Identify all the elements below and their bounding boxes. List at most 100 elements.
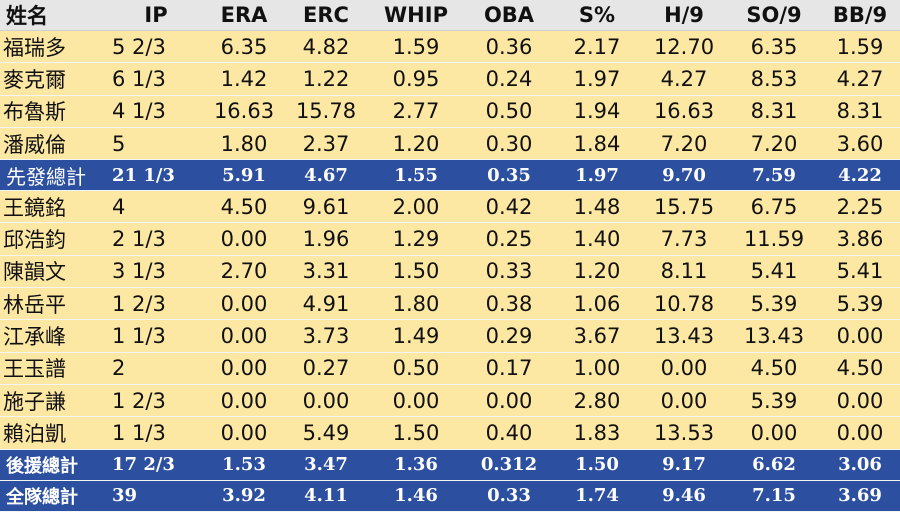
cell-h9: 13.53 [640,416,728,450]
cell-ip: 6 1/3 [108,62,204,96]
cell-bb9: 3.06 [820,449,900,481]
cell-s-pct: 1.06 [554,287,640,321]
cell-h9: 7.73 [640,222,728,256]
cell-ip: 5 2/3 [108,30,204,64]
cell-oba: 0.00 [464,384,554,418]
cell-name: 林岳平 [0,287,108,321]
cell-ip: 1 1/3 [108,416,204,450]
cell-name: 全隊總計 [0,480,108,512]
table-row: 陳韻文 3 1/3 2.70 3.31 1.50 0.33 1.20 8.11 5.41 5.41 [0,255,900,289]
cell-erc: 0.00 [284,384,368,418]
cell-era: 0.00 [204,416,284,450]
header-era: ERA [204,0,284,31]
cell-whip: 1.50 [368,255,464,289]
cell-h9: 9.46 [640,480,728,512]
cell-s-pct: 2.80 [554,384,640,418]
cell-whip: 1.80 [368,287,464,321]
cell-whip: 0.50 [368,352,464,385]
cell-bb9: 3.69 [820,480,900,512]
cell-ip: 4 [108,190,204,224]
cell-era: 4.50 [204,190,284,224]
cell-name: 先發總計 [0,159,108,192]
cell-oba: 0.38 [464,287,554,321]
cell-s-pct: 2.17 [554,30,640,64]
cell-so9: 5.39 [728,384,820,418]
cell-name: 王玉譜 [0,352,108,385]
cell-oba: 0.40 [464,416,554,450]
cell-name: 潘威倫 [0,127,108,161]
cell-bb9: 5.39 [820,287,900,321]
cell-era: 5.91 [204,159,284,192]
header-bb9: BB/9 [820,0,900,31]
cell-whip: 1.20 [368,127,464,161]
cell-whip: 1.55 [368,159,464,192]
cell-whip: 1.49 [368,319,464,353]
cell-bb9: 0.00 [820,319,900,353]
cell-whip: 2.00 [368,190,464,224]
cell-s-pct: 1.20 [554,255,640,289]
cell-erc: 15.78 [284,95,368,128]
cell-erc: 5.49 [284,416,368,450]
cell-erc: 1.22 [284,62,368,96]
cell-oba: 0.42 [464,190,554,224]
cell-whip: 1.59 [368,30,464,64]
cell-ip: 21 1/3 [108,159,204,192]
cell-bb9: 3.60 [820,127,900,161]
header-s-pct: S% [554,0,640,31]
cell-so9: 6.35 [728,30,820,64]
cell-bb9: 0.00 [820,416,900,450]
cell-whip: 1.36 [368,449,464,481]
cell-so9: 7.59 [728,159,820,192]
cell-bb9: 1.59 [820,30,900,64]
cell-bb9: 5.41 [820,255,900,289]
cell-erc: 4.82 [284,30,368,64]
cell-so9: 13.43 [728,319,820,353]
cell-bb9: 4.50 [820,352,900,385]
table-row: 布魯斯 4 1/3 16.63 15.78 2.77 0.50 1.94 16.63 8.31 8… [0,95,900,128]
cell-h9: 4.27 [640,62,728,96]
cell-whip: 2.77 [368,95,464,128]
cell-name: 布魯斯 [0,95,108,128]
cell-erc: 0.27 [284,352,368,385]
cell-name: 麥克爾 [0,62,108,96]
cell-name: 賴泊凱 [0,416,108,450]
cell-bb9: 0.00 [820,384,900,418]
cell-so9: 8.31 [728,95,820,128]
cell-h9: 0.00 [640,352,728,385]
table-row: 麥克爾 6 1/3 1.42 1.22 0.95 0.24 1.97 4.27 8.53 4.27 [0,62,900,96]
cell-whip: 1.50 [368,416,464,450]
cell-ip: 2 1/3 [108,222,204,256]
cell-so9: 7.15 [728,480,820,512]
cell-bb9: 4.22 [820,159,900,192]
cell-so9: 0.00 [728,416,820,450]
header-h9: H/9 [640,0,728,31]
cell-so9: 7.20 [728,127,820,161]
cell-s-pct: 1.83 [554,416,640,450]
cell-h9: 12.70 [640,30,728,64]
cell-whip: 1.46 [368,480,464,512]
cell-ip: 17 2/3 [108,449,204,481]
cell-name: 王鏡銘 [0,190,108,224]
cell-era: 0.00 [204,287,284,321]
cell-s-pct: 1.50 [554,449,640,481]
cell-erc: 4.11 [284,480,368,512]
cell-ip: 39 [108,480,204,512]
header-name: 姓名 [0,0,108,31]
cell-s-pct: 1.94 [554,95,640,128]
cell-whip: 0.00 [368,384,464,418]
header-oba: OBA [464,0,554,31]
cell-s-pct: 1.48 [554,190,640,224]
table-row: 王玉譜 2 0.00 0.27 0.50 0.17 1.00 0.00 4.50 4.50 [0,352,900,385]
header-whip: WHIP [368,0,464,31]
cell-oba: 0.17 [464,352,554,385]
cell-h9: 15.75 [640,190,728,224]
cell-oba: 0.35 [464,159,554,192]
table-row: 潘威倫 5 1.80 2.37 1.20 0.30 1.84 7.20 7.20 3.60 [0,127,900,161]
starter-total-row: 先發總計 21 1/3 5.91 4.67 1.55 0.35 1.97 9.70 7.59 4.… [0,159,900,192]
cell-bb9: 2.25 [820,190,900,224]
cell-erc: 2.37 [284,127,368,161]
cell-so9: 5.39 [728,287,820,321]
cell-oba: 0.30 [464,127,554,161]
cell-h9: 9.70 [640,159,728,192]
cell-era: 0.00 [204,222,284,256]
